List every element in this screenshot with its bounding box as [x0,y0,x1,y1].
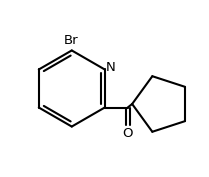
Text: O: O [122,127,133,140]
Text: Br: Br [64,34,78,47]
Text: N: N [106,61,116,74]
